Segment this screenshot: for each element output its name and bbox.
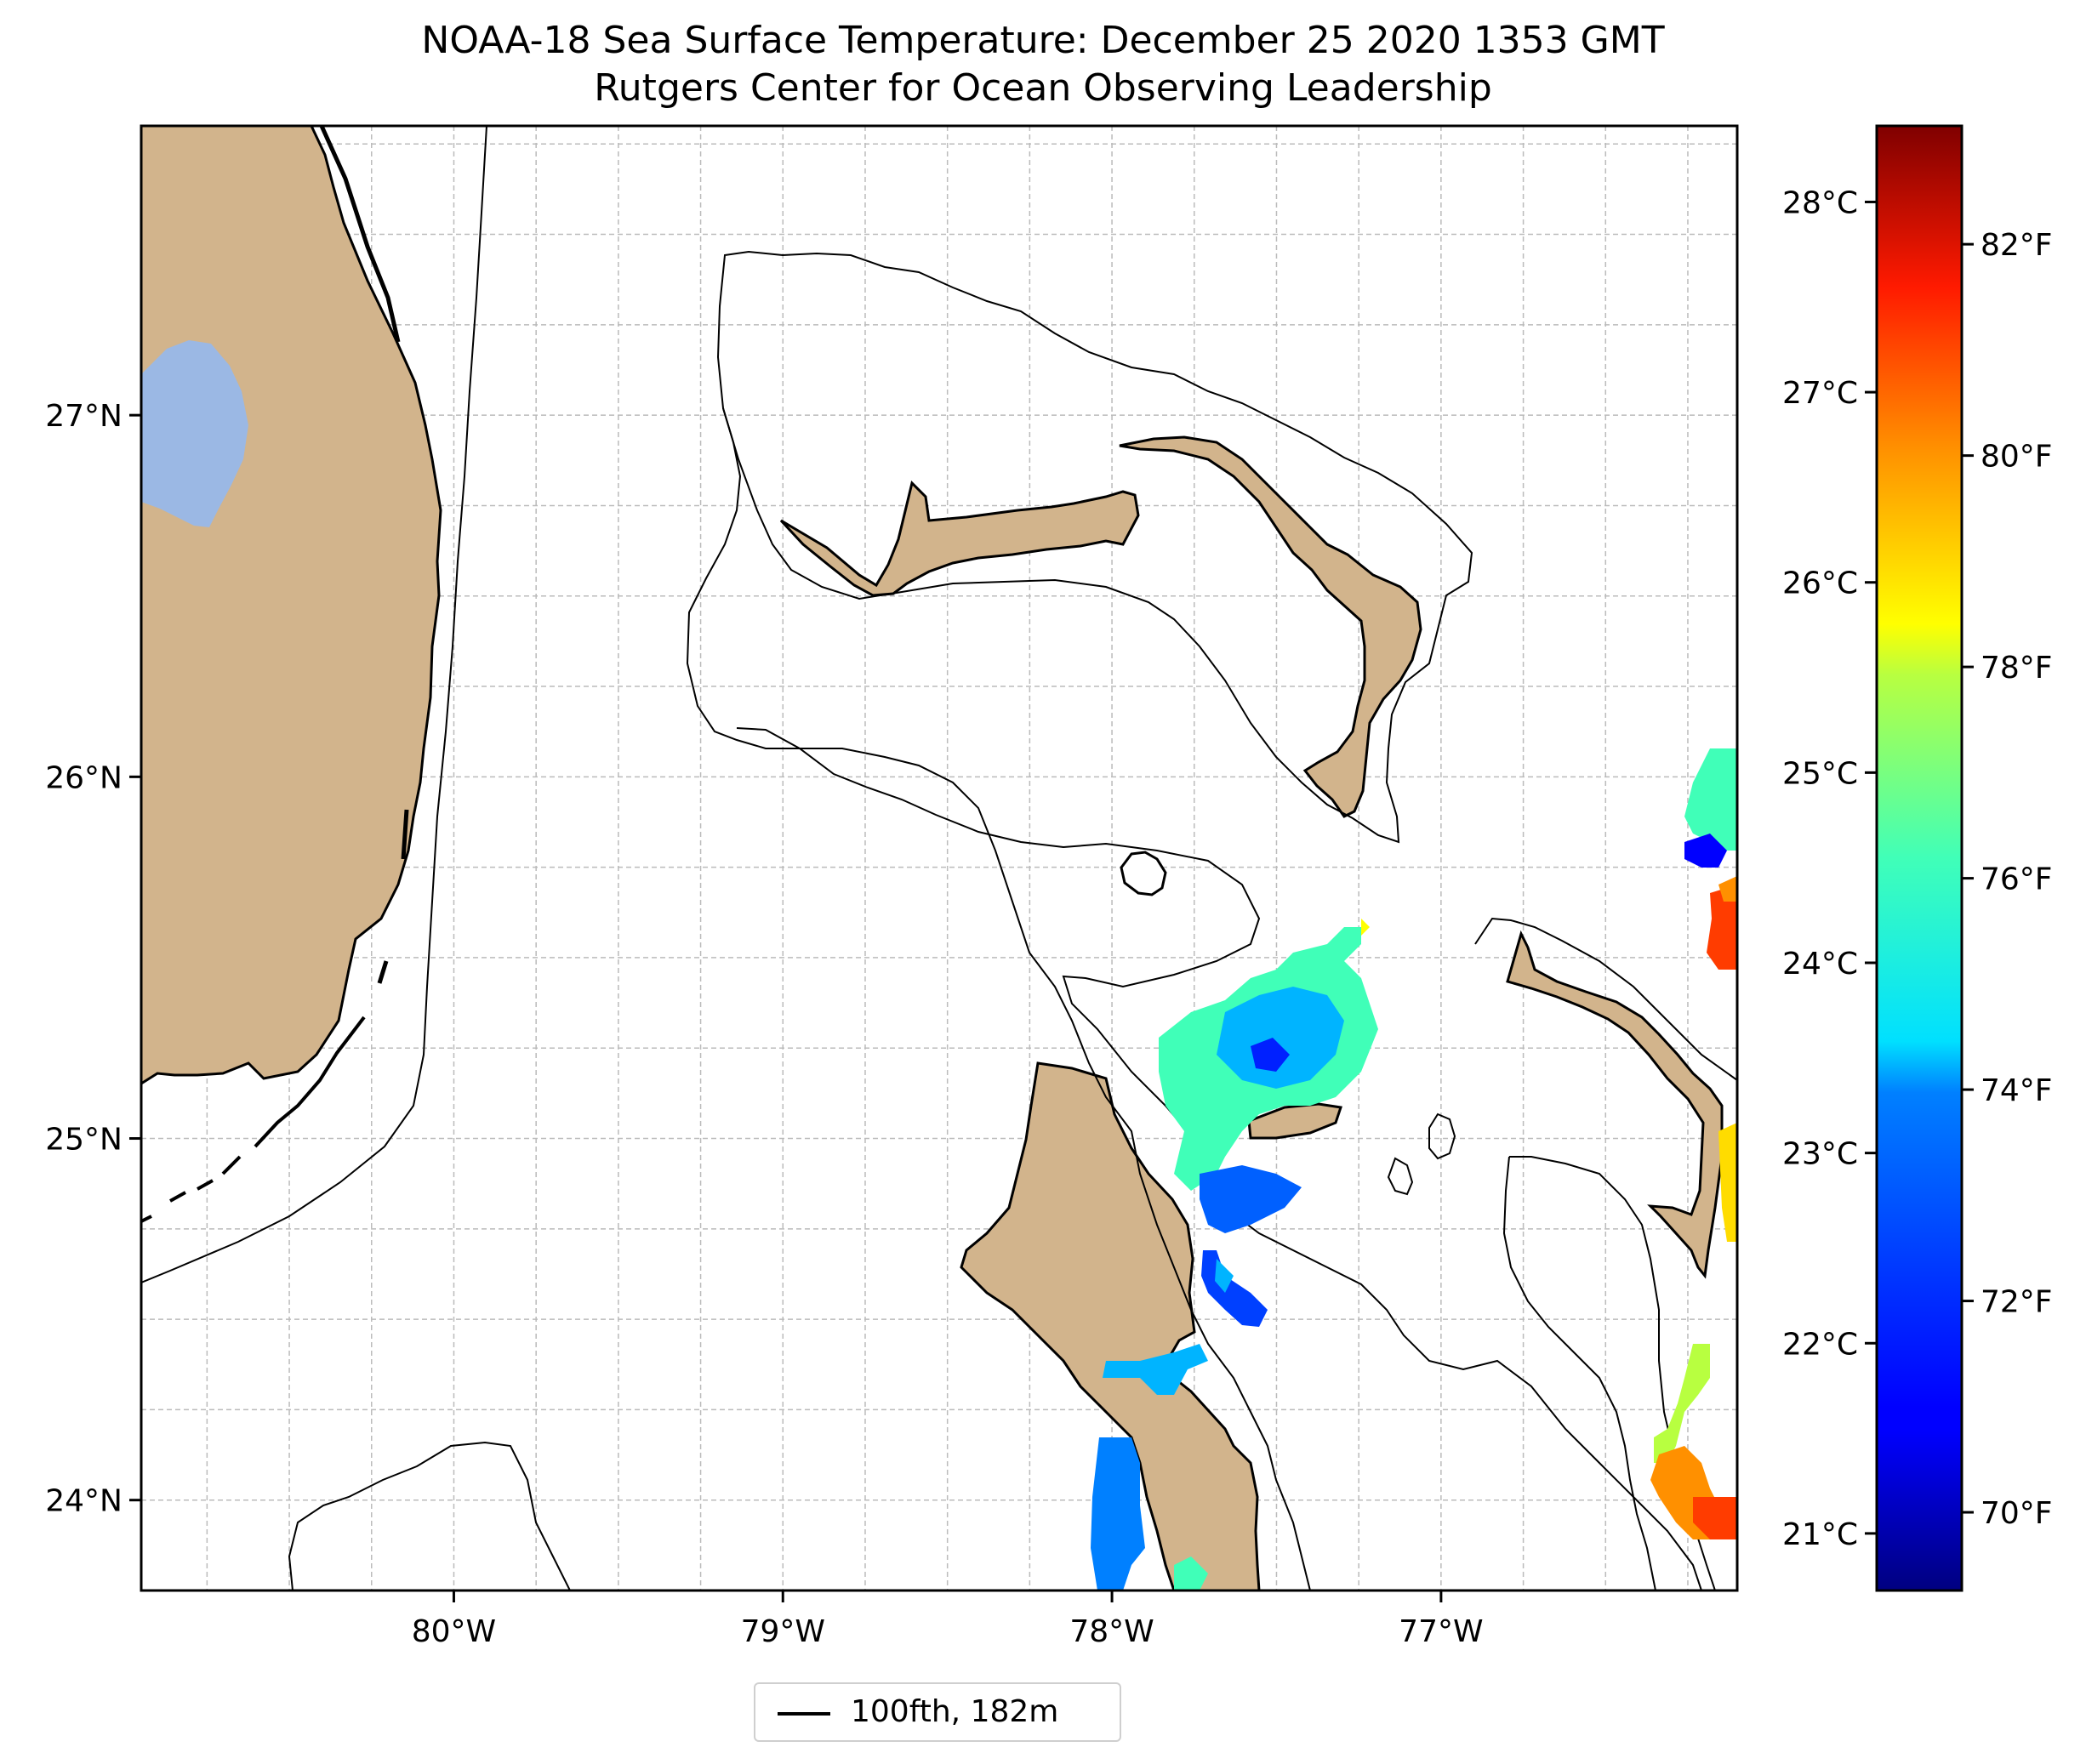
celsius-scale: 21°C 22°C 23°C 24°C 25°C 26°C 27°C 28°C [1782,185,1877,1552]
celsius-tick-label: 24°C [1782,947,1858,982]
sst-swath-east [1650,748,1737,1539]
fahrenheit-tick-label: 76°F [1981,862,2053,897]
fahrenheit-tick-label: 82°F [1981,228,2053,263]
fahrenheit-scale: 70°F 72°F 74°F 76°F 78°F 80°F 82°F [1962,228,2053,1531]
great-abaco-island [1119,435,1422,818]
lat-tick-label: 24°N [45,1484,123,1519]
fahrenheit-tick-label: 80°F [1981,440,2053,475]
lat-tick-label: 27°N [45,399,123,434]
eleuthera-island [1506,930,1724,1279]
celsius-tick-label: 23°C [1782,1137,1858,1172]
fahrenheit-tick-label: 70°F [1981,1496,2053,1531]
map-title: NOAA-18 Sea Surface Temperature: Decembe… [421,19,1665,62]
sst-swath-tongue-of-ocean [1201,1250,1268,1327]
barrier-island [319,126,401,343]
new-providence-island [1247,1102,1342,1140]
isobath-little-bahama-bank [716,250,1473,844]
colorbar-gradient [1875,124,1963,1592]
grand-bahama-island [779,481,1140,597]
florida-keys-west [141,1155,242,1223]
berry-islands [1120,851,1167,896]
celsius-tick-label: 21°C [1782,1517,1858,1552]
lon-tick-label: 79°W [741,1614,825,1649]
lake-okeechobee [141,340,248,527]
lat-tick-label: 25°N [45,1123,123,1158]
key-biscayne [377,809,409,984]
isobath-ring-2 [1387,1157,1414,1196]
fahrenheit-tick-label: 74°F [1981,1073,2053,1108]
fahrenheit-tick-label: 72°F [1981,1285,2053,1320]
fahrenheit-tick-label: 78°F [1981,651,2053,686]
legend-label: 100fth, 182m [851,1694,1059,1729]
celsius-tick-label: 27°C [1782,376,1858,411]
lon-tick-label: 80°W [412,1614,496,1649]
lat-tick-label: 26°N [45,760,123,795]
longitude-axis: 80°W 79°W 78°W 77°W [412,1590,1484,1649]
sst-swath-andros-west [1091,1344,1208,1590]
florida-keys [254,1016,366,1148]
legend-isobath-line [778,1712,830,1716]
isobath-exuma-inner [1502,1156,1656,1590]
celsius-tick-label: 25°C [1782,756,1858,791]
isobath-cay-sal [288,1441,571,1590]
map-subtitle: Rutgers Center for Ocean Observing Leade… [594,66,1492,110]
isobath-great-bahama-bank [686,407,1702,1590]
isobath-ring-1 [1428,1112,1456,1160]
latitude-axis: 24°N 25°N 26°N 27°N [45,399,141,1519]
andros-island [960,1061,1261,1590]
celsius-tick-label: 26°C [1782,566,1858,601]
map-frame [140,124,1739,1592]
isobath-florida-shelf [141,126,487,1283]
celsius-tick-label: 28°C [1782,185,1858,220]
lon-tick-label: 77°W [1399,1614,1483,1649]
celsius-tick-label: 22°C [1782,1327,1858,1362]
lon-tick-label: 78°W [1069,1614,1154,1649]
sst-swath-central [1159,919,1378,1233]
legend: 100fth, 182m [754,1682,1121,1742]
